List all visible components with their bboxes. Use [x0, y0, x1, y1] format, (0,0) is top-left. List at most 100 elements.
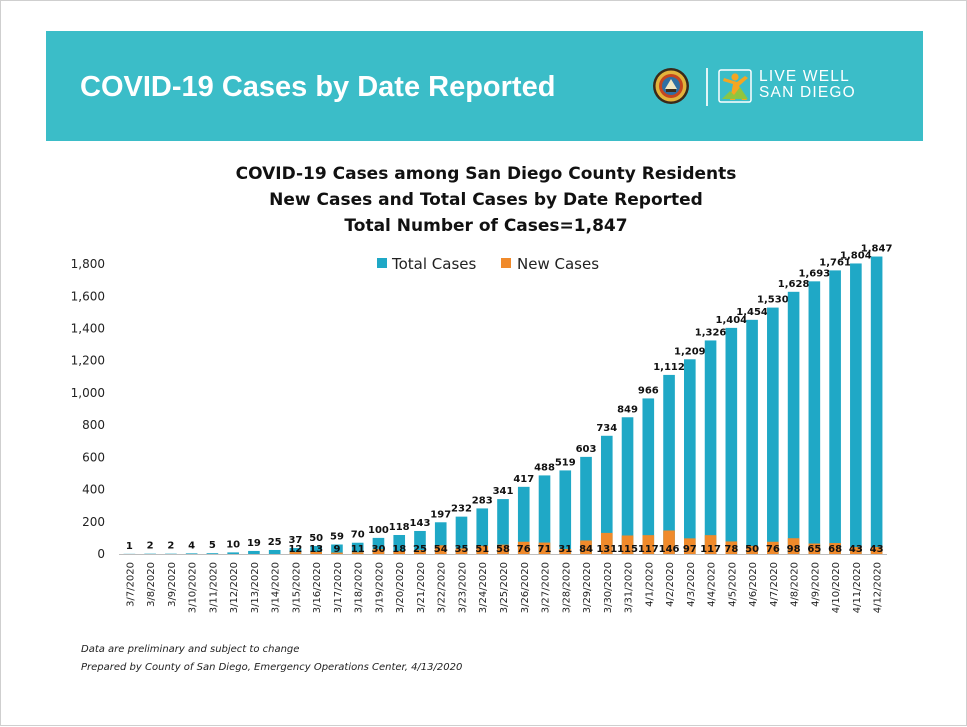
y-tick-label: 1,200 — [71, 354, 105, 368]
new-cases-data-label: 68 — [828, 544, 842, 555]
total-cases-data-label: 197 — [430, 509, 451, 520]
x-tick-label: 3/25/2020 — [499, 562, 510, 613]
x-tick-label: 4/11/2020 — [852, 562, 863, 613]
x-tick-label: 3/18/2020 — [354, 562, 365, 613]
total-cases-data-label: 5 — [209, 540, 216, 551]
new-cases-data-label: 13 — [309, 544, 323, 555]
x-tick-label: 3/22/2020 — [437, 562, 448, 613]
x-tick-label: 3/11/2020 — [208, 562, 219, 613]
x-tick-label: 3/16/2020 — [312, 562, 323, 613]
total-cases-data-label: 1,326 — [695, 327, 727, 338]
total-cases-data-label: 488 — [534, 462, 555, 473]
new-cases-data-label: 98 — [787, 544, 801, 555]
y-tick-label: 200 — [82, 515, 105, 529]
x-tick-label: 3/21/2020 — [416, 562, 427, 613]
new-cases-data-label: 11 — [351, 544, 365, 555]
x-tick-label: 4/1/2020 — [644, 562, 655, 607]
y-tick-label: 0 — [97, 547, 105, 561]
x-tick-label: 3/19/2020 — [374, 562, 385, 613]
new-cases-data-label: 117 — [700, 544, 721, 555]
total-cases-data-label: 1,628 — [778, 279, 810, 290]
total-cases-bar — [788, 292, 800, 554]
total-cases-bar — [580, 457, 592, 554]
total-cases-bar — [746, 320, 758, 554]
new-cases-data-label: 30 — [371, 544, 385, 555]
total-cases-data-label: 4 — [188, 540, 195, 551]
new-cases-data-label: 131 — [596, 544, 617, 555]
x-tick-label: 3/29/2020 — [582, 562, 593, 613]
total-cases-data-label: 70 — [351, 530, 365, 541]
x-tick-label: 3/8/2020 — [146, 562, 157, 607]
legend-label-new-cases: New Cases — [517, 255, 599, 273]
total-cases-data-label: 1,847 — [861, 244, 893, 255]
new-cases-data-label: 76 — [766, 544, 780, 555]
x-tick-label: 3/12/2020 — [229, 562, 240, 613]
new-cases-data-label: 78 — [724, 544, 738, 555]
total-cases-data-label: 1,209 — [674, 346, 706, 357]
x-tick-label: 4/8/2020 — [790, 562, 801, 607]
total-cases-data-label: 519 — [555, 457, 576, 468]
legend-swatch-total-cases — [377, 258, 387, 268]
new-cases-data-label: 43 — [870, 544, 884, 555]
total-cases-bar — [622, 417, 634, 554]
total-cases-data-label: 1,530 — [757, 295, 789, 306]
total-cases-data-label: 50 — [309, 533, 323, 544]
total-cases-bar — [663, 375, 675, 554]
total-cases-bar — [642, 398, 654, 554]
x-tick-label: 3/14/2020 — [271, 562, 282, 613]
x-tick-label: 3/10/2020 — [188, 562, 199, 613]
new-cases-data-label: 25 — [413, 544, 427, 555]
total-cases-bar — [850, 263, 862, 554]
new-cases-data-label: 115 — [617, 544, 638, 555]
x-tick-label: 3/15/2020 — [291, 562, 302, 613]
x-tick-label: 4/6/2020 — [748, 562, 759, 607]
y-tick-label: 1,800 — [71, 257, 105, 271]
total-cases-bar — [207, 553, 219, 554]
legend-swatch-new-cases — [501, 258, 511, 268]
new-cases-data-label: 84 — [579, 544, 593, 555]
new-cases-data-label: 31 — [558, 544, 572, 555]
total-cases-data-label: 1,454 — [736, 307, 768, 318]
total-cases-data-label: 59 — [330, 531, 344, 542]
total-cases-bar — [767, 308, 779, 554]
new-cases-data-label: 117 — [638, 544, 659, 555]
total-cases-bar — [248, 551, 260, 554]
new-cases-data-label: 12 — [288, 544, 302, 555]
new-cases-data-label: 18 — [392, 544, 406, 555]
x-tick-label: 4/3/2020 — [686, 562, 697, 607]
total-cases-bar — [829, 270, 841, 554]
total-cases-data-label: 1,112 — [653, 362, 685, 373]
footnote-preliminary: Data are preliminary and subject to chan… — [81, 644, 299, 655]
y-tick-label: 1,000 — [71, 386, 105, 400]
x-tick-label: 4/12/2020 — [873, 562, 884, 613]
new-cases-data-label: 76 — [517, 544, 531, 555]
new-cases-data-label: 58 — [496, 544, 510, 555]
total-cases-data-label: 118 — [389, 522, 410, 533]
y-tick-label: 600 — [82, 450, 105, 464]
total-cases-data-label: 2 — [167, 541, 174, 552]
total-cases-bar — [269, 550, 281, 554]
x-tick-label: 4/4/2020 — [707, 562, 718, 607]
x-tick-label: 3/26/2020 — [520, 562, 531, 613]
new-cases-data-label: 54 — [434, 544, 448, 555]
total-cases-data-label: 603 — [576, 444, 597, 455]
total-cases-data-label: 966 — [638, 385, 659, 396]
x-tick-label: 3/20/2020 — [395, 562, 406, 613]
total-cases-data-label: 19 — [247, 538, 261, 549]
total-cases-data-label: 734 — [596, 423, 617, 434]
x-tick-label: 4/9/2020 — [810, 562, 821, 607]
y-tick-label: 1,600 — [71, 289, 105, 303]
total-cases-data-label: 25 — [268, 537, 282, 548]
x-tick-label: 3/9/2020 — [167, 562, 178, 607]
new-cases-data-label: 9 — [333, 544, 340, 555]
total-cases-data-label: 849 — [617, 404, 638, 415]
footnote-prepared-by: Prepared by County of San Diego, Emergen… — [81, 662, 462, 673]
x-tick-label: 3/27/2020 — [541, 562, 552, 613]
total-cases-bar — [871, 257, 883, 554]
x-tick-label: 3/13/2020 — [250, 562, 261, 613]
y-tick-label: 400 — [82, 483, 105, 497]
x-tick-label: 3/30/2020 — [603, 562, 614, 613]
total-cases-data-label: 143 — [410, 518, 431, 529]
